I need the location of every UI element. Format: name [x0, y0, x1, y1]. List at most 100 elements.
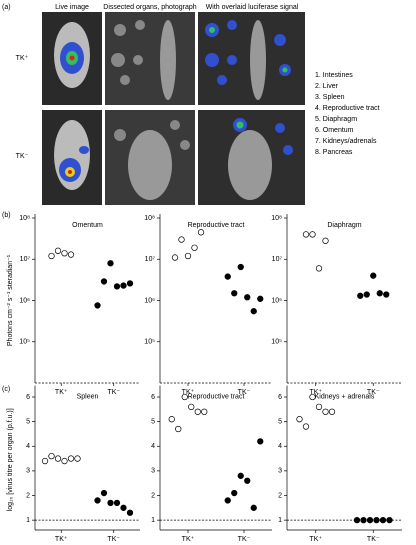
chart-title: Kidneys + adrenals	[315, 393, 375, 400]
data-point	[360, 516, 367, 524]
data-point	[94, 302, 101, 309]
y-tick-label: 4	[26, 443, 30, 450]
data-point	[178, 236, 185, 243]
data-point	[363, 291, 370, 298]
data-point	[315, 265, 323, 272]
data-point	[201, 408, 208, 415]
y-tick-label: 10⁵	[19, 339, 30, 346]
data-point	[322, 408, 329, 415]
y-tick-label: 10⁷	[272, 256, 283, 263]
data-point	[41, 457, 49, 465]
data-point	[250, 308, 257, 315]
photos	[42, 12, 305, 205]
y-tick-label: 10⁶	[144, 297, 155, 304]
y-tick-label: 10⁸	[271, 215, 282, 222]
x-tick-label: TK⁺	[55, 389, 68, 396]
data-point	[188, 403, 195, 411]
data-point	[184, 252, 192, 260]
organ-item: 5. Diaphragm	[315, 116, 357, 123]
data-point	[244, 477, 251, 484]
data-point	[197, 229, 205, 236]
x-tick-label: TK⁺	[182, 389, 195, 396]
data-point	[250, 504, 257, 511]
data-point	[244, 294, 251, 301]
data-point	[302, 231, 310, 238]
y-tick-label: 10⁶	[271, 297, 282, 304]
y-tick-label: 3	[278, 468, 282, 475]
data-point	[171, 254, 179, 261]
y-tick-label: 2	[278, 492, 282, 499]
data-point	[67, 251, 75, 258]
organ-item: 7. Kidneys/adrenals	[315, 138, 377, 145]
data-point	[257, 295, 264, 302]
data-point	[74, 455, 81, 462]
data-point	[67, 455, 75, 462]
y-tick-label: 5	[151, 418, 155, 425]
data-point	[120, 282, 127, 289]
y-tick-label: 3	[26, 468, 30, 475]
data-point	[113, 283, 121, 290]
data-point	[366, 516, 374, 524]
data-point	[113, 499, 121, 507]
chart-title: Spleen	[77, 393, 99, 400]
data-point	[107, 499, 114, 507]
data-point	[357, 292, 364, 299]
row-label: TK⁺	[16, 55, 29, 62]
row-label: TK⁻	[16, 153, 29, 160]
y-tick-label: 5	[278, 418, 282, 425]
y-tick-label: 1	[151, 517, 155, 524]
x-tick-label: TK⁻	[367, 536, 380, 543]
y-tick-label: 3	[151, 468, 155, 475]
data-point	[100, 278, 108, 285]
data-point	[231, 290, 238, 297]
data-point	[100, 489, 108, 497]
data-point	[231, 489, 238, 497]
data-point	[126, 509, 134, 516]
data-point	[48, 252, 55, 260]
panel-label: (b)	[2, 212, 11, 219]
x-tick-label: TK⁺	[182, 536, 195, 543]
data-point	[94, 497, 101, 504]
x-tick-label: TK⁺	[309, 389, 322, 396]
y-tick-label: 1	[26, 517, 30, 524]
data-point	[373, 516, 380, 524]
y-tick-label: 4	[278, 443, 282, 450]
y-tick-label: 10⁷	[145, 256, 156, 263]
y-tick-label: 6	[151, 394, 155, 401]
organ-item: 2. Liver	[315, 83, 339, 90]
chart-title: Diaphragm	[327, 222, 361, 229]
chart-title: Reproductive tract	[188, 222, 245, 229]
data-point	[322, 237, 329, 244]
data-point	[54, 247, 62, 254]
organ-item: 6. Omentum	[315, 127, 354, 134]
x-tick-label: TK⁻	[107, 389, 120, 396]
x-tick-label: TK⁻	[238, 536, 251, 543]
y-tick-label: 6	[26, 394, 30, 401]
data-point	[315, 403, 323, 411]
y-tick-label: 10⁵	[271, 339, 282, 346]
data-point	[386, 516, 393, 524]
panel-label: (a)	[2, 4, 11, 11]
y-tick-label: 10⁷	[20, 256, 31, 263]
data-point	[194, 408, 201, 415]
data-point	[296, 416, 303, 423]
data-point	[309, 393, 316, 401]
y-tick-label: 2	[151, 492, 155, 499]
y-tick-label: 10⁶	[19, 297, 30, 304]
y-axis-label: Photons cm⁻² s⁻¹ steradian⁻¹	[7, 254, 14, 346]
data-point	[126, 280, 134, 287]
y-tick-label: 10⁸	[19, 215, 30, 222]
data-point	[376, 290, 383, 297]
x-tick-label: TK⁻	[367, 389, 380, 396]
y-tick-label: 6	[278, 394, 282, 401]
data-point	[120, 504, 127, 511]
data-point	[54, 455, 62, 462]
data-point	[48, 452, 55, 460]
y-tick-label: 10⁸	[144, 215, 155, 222]
data-point	[191, 244, 198, 251]
data-point	[309, 231, 316, 238]
y-tick-label: 10⁵	[144, 339, 155, 346]
x-tick-label: TK⁺	[309, 536, 322, 543]
data-point	[257, 438, 264, 445]
